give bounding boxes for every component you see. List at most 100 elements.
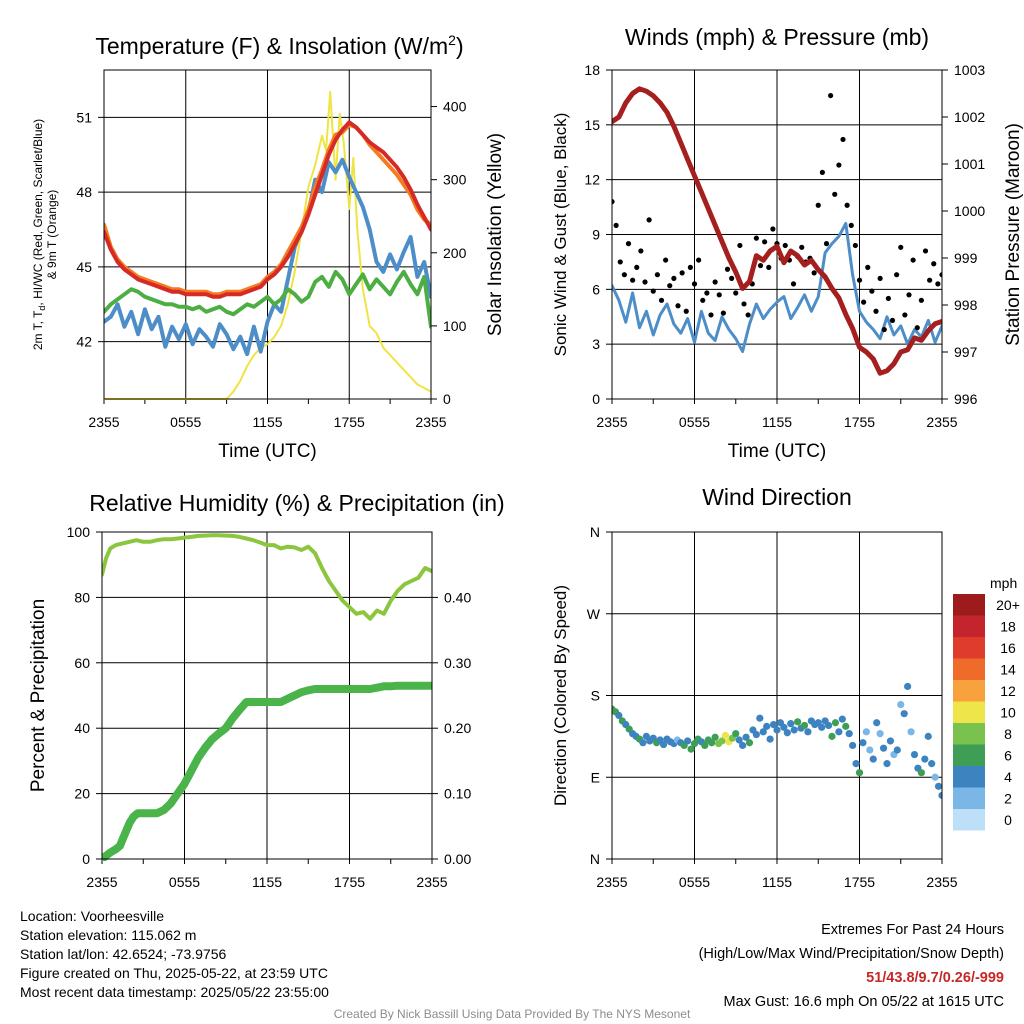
colorbar-swatch bbox=[953, 787, 985, 809]
y2-tick-label: 1003 bbox=[954, 62, 985, 78]
gust-point bbox=[844, 202, 850, 208]
y-tick-label: S bbox=[591, 688, 600, 704]
colorbar-swatch bbox=[953, 615, 985, 637]
gust-point bbox=[704, 290, 710, 296]
gust-point bbox=[712, 279, 718, 285]
colorbar-label: 20+ bbox=[996, 597, 1020, 613]
gust-point bbox=[914, 325, 920, 331]
gust-point bbox=[696, 257, 702, 263]
direction-point bbox=[866, 746, 874, 754]
direction-point bbox=[732, 730, 740, 738]
x-tick-label: 2355 bbox=[416, 874, 447, 890]
colorbar-swatch bbox=[953, 701, 985, 723]
direction-point bbox=[879, 744, 888, 752]
gust-point bbox=[881, 326, 887, 333]
direction-point bbox=[852, 760, 860, 768]
direction-point bbox=[780, 723, 788, 731]
gust-point bbox=[663, 257, 669, 263]
gust-point bbox=[894, 272, 900, 278]
y2-tick-label: 996 bbox=[954, 391, 978, 407]
gust-point bbox=[642, 279, 648, 285]
x-tick-label: 1155 bbox=[252, 414, 282, 430]
direction-point bbox=[855, 769, 864, 777]
x-axis-label: Time (UTC) bbox=[728, 441, 827, 462]
recent-timestamp-text: Most recent data timestamp: 2025/05/22 2… bbox=[20, 984, 329, 1000]
y-tick-label: 15 bbox=[584, 117, 600, 133]
direction-point bbox=[924, 732, 932, 740]
direction-point bbox=[818, 723, 826, 731]
gust-point bbox=[617, 259, 623, 265]
y2-tick-label: 999 bbox=[954, 250, 978, 266]
colorbar-title: mph bbox=[990, 575, 1017, 591]
y-tick-label: 12 bbox=[584, 172, 600, 188]
y-tick-label: 100 bbox=[67, 524, 91, 540]
gust-point bbox=[815, 202, 821, 208]
extremes-values: 51/43.8/9.7/0.26/-999 bbox=[866, 970, 1004, 986]
direction-point bbox=[708, 739, 716, 747]
gust-point bbox=[910, 257, 916, 263]
x-tick-label: 2355 bbox=[88, 414, 119, 430]
gust-point bbox=[716, 292, 722, 298]
title-close: ) bbox=[456, 33, 464, 59]
direction-point bbox=[684, 737, 692, 745]
gust-point bbox=[646, 217, 652, 223]
gust-point bbox=[790, 281, 797, 287]
y2-tick-label: 400 bbox=[443, 99, 467, 115]
y2-tick-label: 0.00 bbox=[444, 851, 471, 867]
gust-point bbox=[671, 275, 677, 281]
y-tick-label: 0 bbox=[82, 851, 90, 867]
y-tick-label: 51 bbox=[76, 109, 92, 125]
series-line bbox=[104, 90, 431, 400]
gust-point bbox=[927, 277, 933, 283]
direction-point bbox=[756, 714, 764, 722]
y2-tick-label: 0.20 bbox=[444, 720, 471, 736]
colorbar-label: 16 bbox=[1000, 640, 1016, 656]
y2-tick-label: 0 bbox=[443, 391, 451, 407]
direction-point bbox=[883, 760, 891, 768]
direction-point bbox=[873, 719, 881, 727]
plot-frame bbox=[611, 531, 943, 860]
gust-point bbox=[741, 301, 747, 307]
direction-point bbox=[659, 740, 668, 749]
extremes-panel: Extremes For Past 24 Hours (High/Low/Max… bbox=[699, 918, 1004, 1014]
direction-point bbox=[869, 755, 877, 763]
gust-point bbox=[650, 288, 656, 294]
gust-point bbox=[634, 264, 640, 270]
y2-tick-label: 1001 bbox=[954, 156, 985, 172]
y-tick-label: 9 bbox=[592, 227, 600, 243]
direction-point bbox=[910, 750, 919, 759]
x-tick-label: 2355 bbox=[86, 874, 117, 890]
colorbar-label: 6 bbox=[1004, 748, 1012, 764]
y-tick-label: 6 bbox=[592, 281, 600, 297]
x-tick-label: 2355 bbox=[596, 874, 627, 890]
gust-point bbox=[918, 297, 924, 303]
direction-point bbox=[886, 737, 895, 745]
colorbar-swatch bbox=[953, 723, 985, 745]
ylabel-subscript: d bbox=[37, 306, 47, 311]
gust-point bbox=[757, 262, 764, 269]
y-tick-label: 0 bbox=[592, 391, 600, 407]
direction-point bbox=[794, 718, 802, 726]
gust-point bbox=[766, 264, 772, 270]
created-text: Figure created on Thu, 2025-05-22, at 23… bbox=[20, 965, 328, 981]
gust-point bbox=[737, 242, 743, 249]
colorbar-swatch bbox=[953, 637, 985, 659]
data-layer bbox=[612, 682, 942, 800]
x-tick-label: 1755 bbox=[844, 874, 875, 890]
colorbar-label: 18 bbox=[1000, 619, 1016, 635]
gust-point bbox=[852, 242, 858, 249]
gust-point bbox=[708, 312, 714, 318]
y2-tick-label: 0.10 bbox=[444, 786, 471, 802]
gust-point bbox=[931, 261, 937, 267]
direction-point bbox=[766, 735, 774, 743]
gust-point bbox=[885, 295, 891, 302]
x-tick-label: 1755 bbox=[844, 414, 875, 430]
gust-point bbox=[799, 244, 805, 250]
gust-point bbox=[612, 199, 615, 205]
direction-point bbox=[739, 741, 747, 750]
direction-point bbox=[862, 728, 870, 736]
direction-point bbox=[828, 732, 836, 740]
station-info: Location: Voorheesville Station elevatio… bbox=[20, 907, 329, 1002]
x-tick-label: 1155 bbox=[762, 414, 792, 430]
gust-point bbox=[691, 281, 698, 287]
